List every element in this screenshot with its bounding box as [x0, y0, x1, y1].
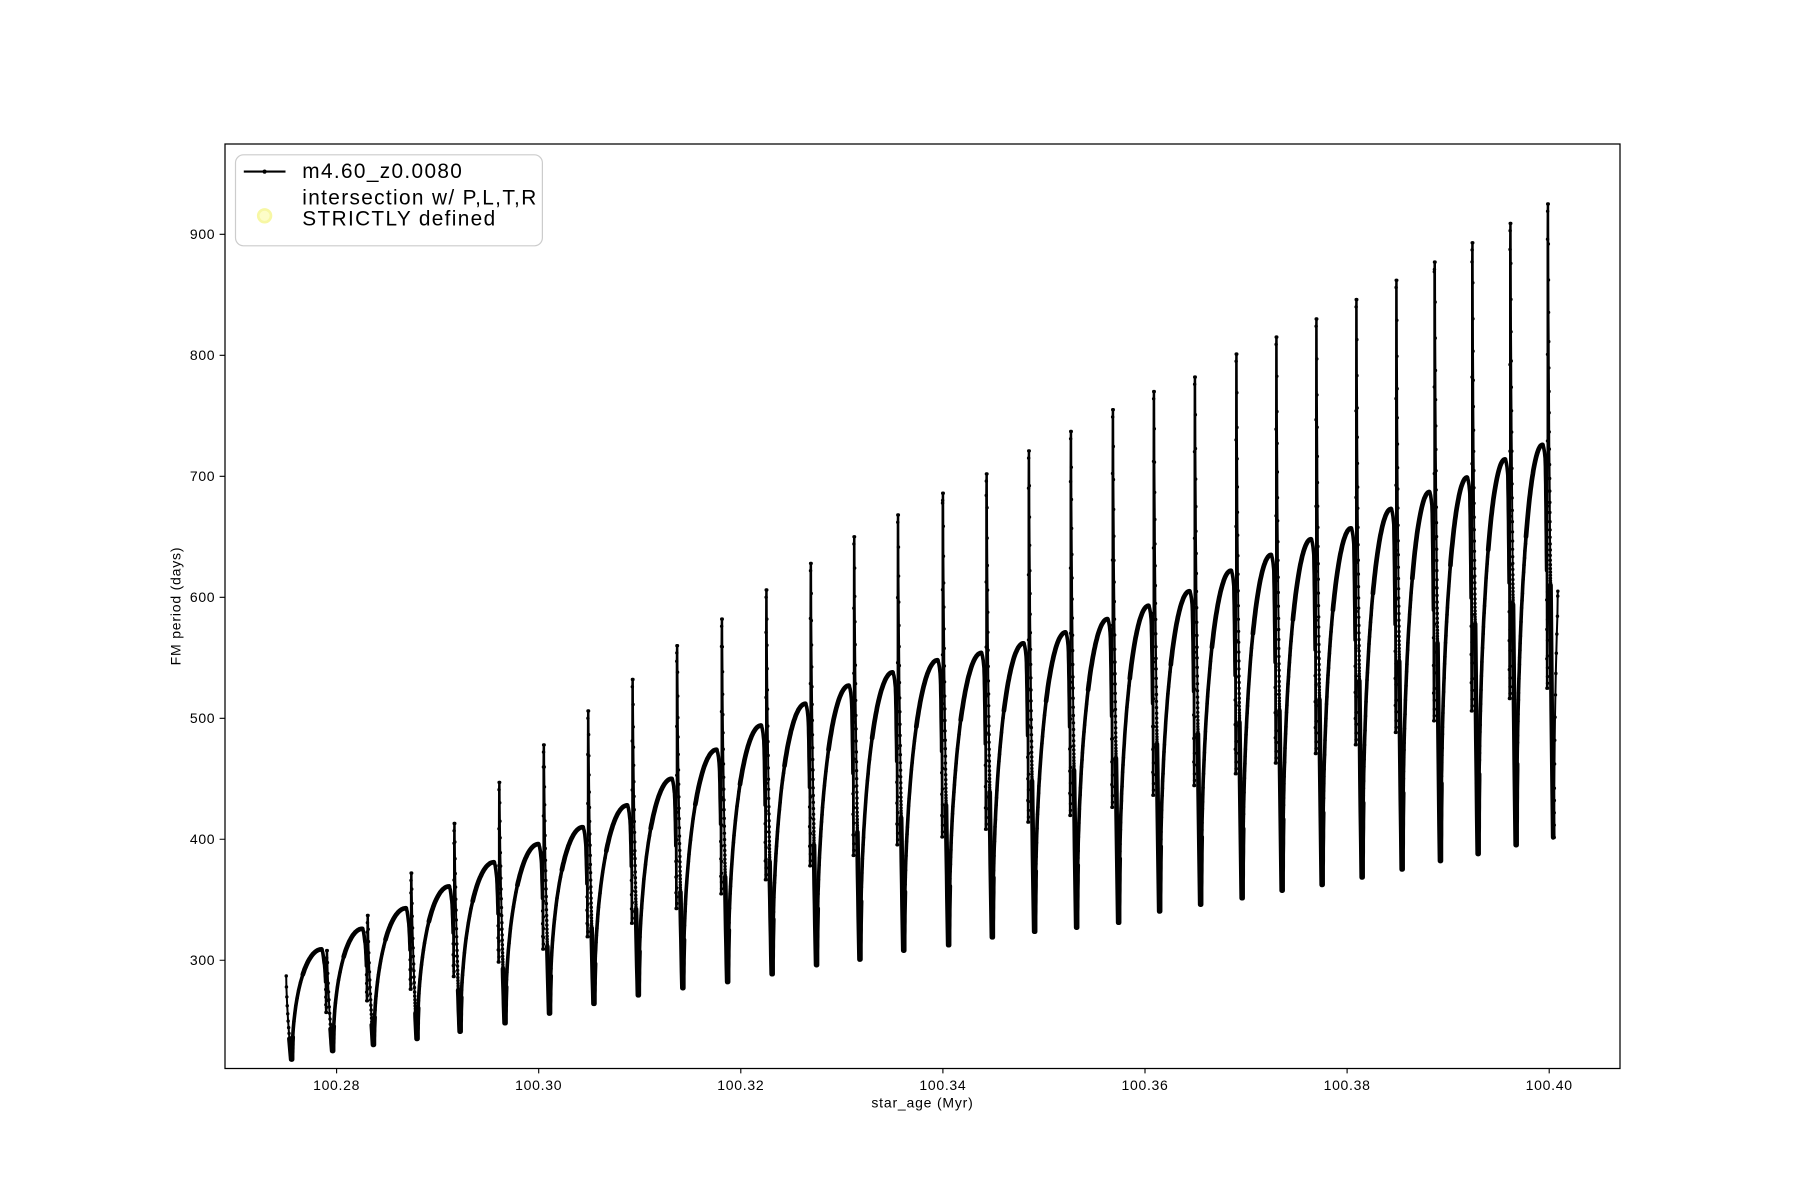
svg-text:100.32: 100.32: [717, 1077, 764, 1093]
svg-text:400: 400: [190, 831, 215, 847]
svg-text:100.40: 100.40: [1526, 1077, 1573, 1093]
svg-text:500: 500: [190, 710, 215, 726]
svg-text:100.28: 100.28: [313, 1077, 360, 1093]
svg-text:700: 700: [190, 468, 215, 484]
svg-text:STRICTLY defined: STRICTLY defined: [302, 208, 496, 231]
svg-text:100.38: 100.38: [1324, 1077, 1371, 1093]
svg-text:star_age (Myr): star_age (Myr): [871, 1095, 973, 1111]
svg-text:600: 600: [190, 589, 215, 605]
svg-text:100.30: 100.30: [515, 1077, 562, 1093]
svg-text:100.34: 100.34: [919, 1077, 966, 1093]
svg-text:FM period (days): FM period (days): [167, 547, 183, 666]
svg-text:800: 800: [190, 347, 215, 363]
svg-text:900: 900: [190, 226, 215, 242]
svg-text:100.36: 100.36: [1121, 1077, 1168, 1093]
svg-text:m4.60_z0.0080: m4.60_z0.0080: [302, 160, 463, 183]
svg-text:intersection w/ P,L,T,R: intersection w/ P,L,T,R: [302, 186, 537, 209]
svg-text:300: 300: [190, 952, 215, 968]
